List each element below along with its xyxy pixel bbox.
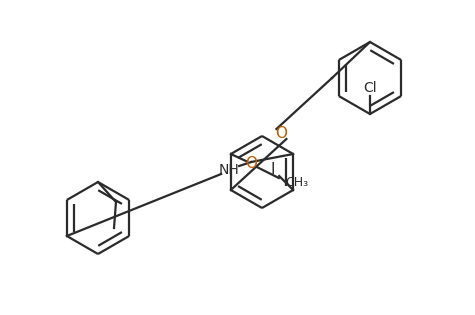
Text: NH: NH bbox=[219, 163, 239, 177]
Text: O: O bbox=[245, 157, 257, 171]
Text: O: O bbox=[276, 125, 287, 140]
Text: Cl: Cl bbox=[363, 81, 377, 95]
Text: I: I bbox=[271, 162, 276, 176]
Text: CH₃: CH₃ bbox=[285, 175, 308, 188]
